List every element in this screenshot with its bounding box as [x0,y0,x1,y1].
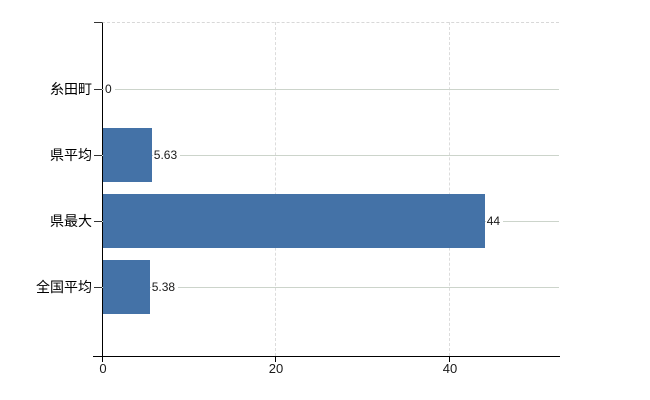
y-axis-tick [94,287,102,288]
value-label: 0 [104,56,115,122]
y-axis-top-tick [94,22,102,23]
gridline-x-20 [275,22,276,356]
chart-row: 全国平均 5.38 [0,254,650,320]
y-axis-tick [94,155,102,156]
gridline-x-40 [449,22,450,356]
category-label: 糸田町 [50,81,92,97]
bar [103,194,485,248]
plot-area [102,22,559,356]
x-tick-label: 20 [268,361,284,376]
x-axis [93,356,560,357]
y-axis-tick [94,221,102,222]
category-label: 県平均 [50,147,92,163]
bar [103,128,152,182]
x-axis-tick-40 [449,356,450,362]
value-label: 44 [485,188,504,254]
chart-row: 県平均 5.63 [0,122,650,188]
x-tick-label: 40 [442,361,458,376]
value-label: 5.63 [152,122,181,188]
x-axis-tick-20 [275,356,276,362]
x-tick-label: 0 [99,361,107,376]
chart-row: 糸田町 0 [0,56,650,122]
bar [103,260,150,314]
category-label: 全国平均 [36,279,92,295]
row-gridline [102,89,559,90]
chart-row: 県最大 44 [0,188,650,254]
x-axis-tick-0 [102,356,103,362]
row-gridline [102,155,559,156]
y-axis-tick [94,89,102,90]
row-gridline [102,287,559,288]
category-label: 県最大 [50,213,92,229]
value-label: 5.38 [150,254,179,320]
